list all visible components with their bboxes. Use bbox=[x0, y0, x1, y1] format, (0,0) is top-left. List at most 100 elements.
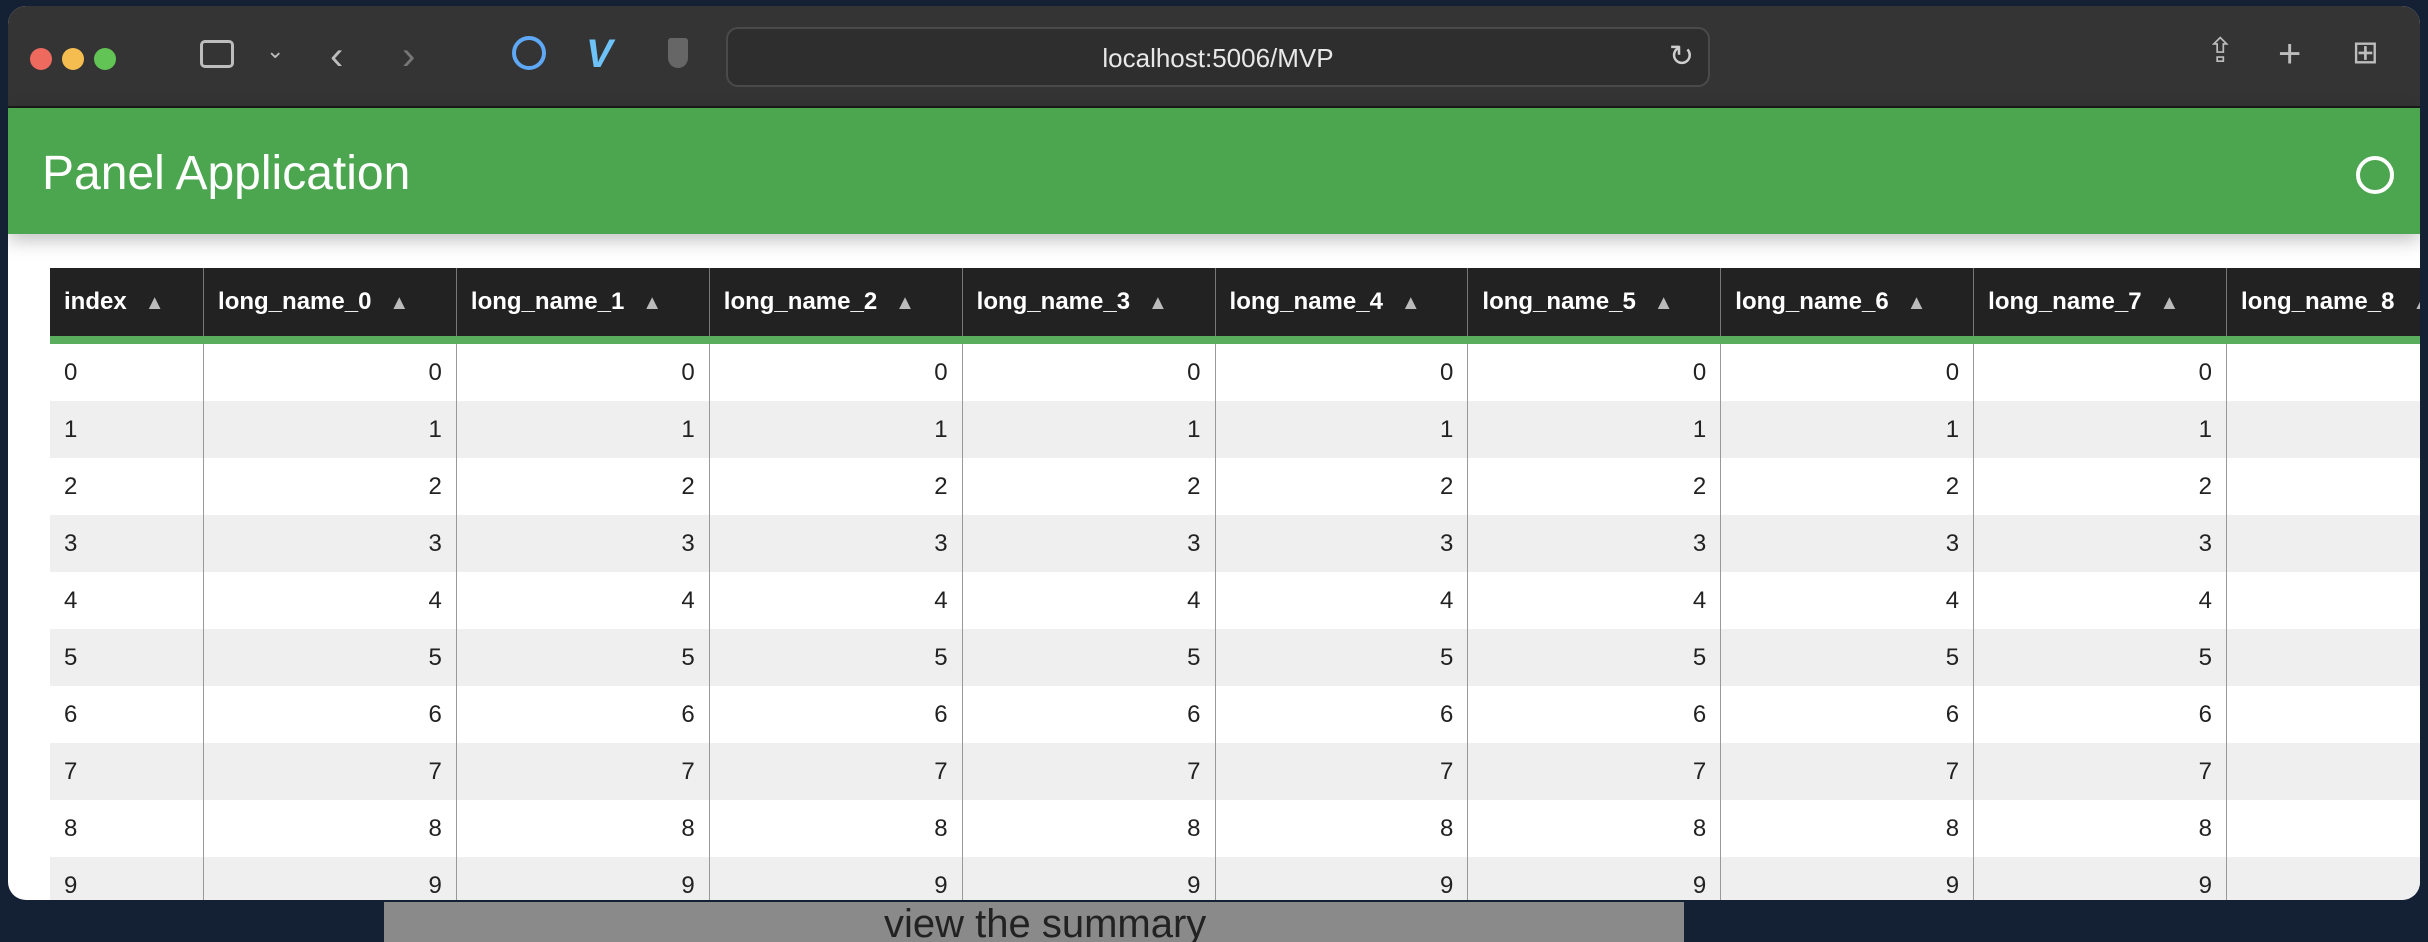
table-cell[interactable]: 3 bbox=[2226, 515, 2420, 572]
index-cell[interactable]: 7 bbox=[50, 743, 205, 800]
index-cell[interactable]: 4 bbox=[50, 572, 205, 629]
table-cell[interactable]: 4 bbox=[1467, 572, 1722, 629]
table-row[interactable]: 6666666666 bbox=[50, 686, 2420, 743]
sort-ascending-icon[interactable]: ▲ bbox=[1148, 292, 1168, 314]
sort-ascending-icon[interactable]: ▲ bbox=[2412, 292, 2420, 314]
table-cell[interactable]: 6 bbox=[1720, 686, 1975, 743]
table-cell[interactable]: 2 bbox=[709, 458, 963, 515]
table-cell[interactable]: 8 bbox=[1467, 800, 1722, 857]
table-cell[interactable]: 0 bbox=[1720, 340, 1975, 401]
table-cell[interactable]: 9 bbox=[1973, 857, 2228, 900]
table-cell[interactable]: 1 bbox=[709, 401, 963, 458]
table-cell[interactable]: 0 bbox=[203, 340, 457, 401]
table-row[interactable]: 4444444444 bbox=[50, 572, 2420, 629]
table-cell[interactable]: 5 bbox=[1215, 629, 1469, 686]
sidebar-icon[interactable] bbox=[200, 40, 234, 68]
index-cell[interactable]: 2 bbox=[50, 458, 205, 515]
table-cell[interactable]: 3 bbox=[1720, 515, 1975, 572]
table-cell[interactable]: 6 bbox=[1467, 686, 1722, 743]
table-cell[interactable]: 4 bbox=[1215, 572, 1469, 629]
table-cell[interactable]: 8 bbox=[456, 800, 710, 857]
table-cell[interactable]: 1 bbox=[1467, 401, 1722, 458]
table-cell[interactable]: 7 bbox=[203, 743, 457, 800]
table-cell[interactable]: 5 bbox=[962, 629, 1216, 686]
table-cell[interactable]: 2 bbox=[1467, 458, 1722, 515]
table-cell[interactable]: 9 bbox=[709, 857, 963, 900]
table-cell[interactable]: 2 bbox=[2226, 458, 2420, 515]
table-cell[interactable]: 9 bbox=[962, 857, 1216, 900]
table-cell[interactable]: 3 bbox=[203, 515, 457, 572]
table-cell[interactable]: 5 bbox=[456, 629, 710, 686]
table-cell[interactable]: 1 bbox=[1973, 401, 2228, 458]
table-cell[interactable]: 1 bbox=[1215, 401, 1469, 458]
column-header-index[interactable]: index ▲ bbox=[50, 268, 205, 344]
column-header-long-name-5[interactable]: long_name_5 ▲ bbox=[1467, 268, 1722, 344]
table-cell[interactable]: 8 bbox=[962, 800, 1216, 857]
table-cell[interactable]: 8 bbox=[1973, 800, 2228, 857]
table-row[interactable]: 3333333333 bbox=[50, 515, 2420, 572]
table-cell[interactable]: 9 bbox=[2226, 857, 2420, 900]
sort-ascending-icon[interactable]: ▲ bbox=[1906, 292, 1927, 314]
index-cell[interactable]: 8 bbox=[50, 800, 205, 857]
table-cell[interactable]: 7 bbox=[1467, 743, 1722, 800]
table-cell[interactable]: 6 bbox=[203, 686, 457, 743]
table-cell[interactable]: 0 bbox=[1973, 340, 2228, 401]
forward-icon[interactable]: › bbox=[402, 34, 416, 78]
column-header-long-name-6[interactable]: long_name_6 ▲ bbox=[1720, 268, 1975, 344]
back-icon[interactable]: ‹ bbox=[330, 34, 344, 78]
table-cell[interactable]: 1 bbox=[962, 401, 1216, 458]
table-cell[interactable]: 2 bbox=[1973, 458, 2228, 515]
table-cell[interactable]: 9 bbox=[1720, 857, 1975, 900]
table-row[interactable]: 0000000000 bbox=[50, 340, 2420, 401]
table-cell[interactable]: 8 bbox=[2226, 800, 2420, 857]
table-cell[interactable]: 7 bbox=[1973, 743, 2228, 800]
index-cell[interactable]: 0 bbox=[50, 340, 205, 401]
table-cell[interactable]: 9 bbox=[1215, 857, 1469, 900]
table-cell[interactable]: 6 bbox=[1973, 686, 2228, 743]
table-cell[interactable]: 5 bbox=[1467, 629, 1722, 686]
sort-ascending-icon[interactable]: ▲ bbox=[642, 292, 663, 314]
table-cell[interactable]: 6 bbox=[962, 686, 1216, 743]
password-manager-icon[interactable] bbox=[512, 36, 546, 70]
table-cell[interactable]: 4 bbox=[456, 572, 710, 629]
maximize-window-button[interactable] bbox=[94, 48, 116, 70]
address-bar[interactable]: localhost:5006/MVP ↻ bbox=[726, 27, 1710, 87]
table-cell[interactable]: 0 bbox=[2226, 340, 2420, 401]
table-cell[interactable]: 3 bbox=[709, 515, 963, 572]
table-cell[interactable]: 6 bbox=[1215, 686, 1469, 743]
sort-ascending-icon[interactable]: ▲ bbox=[2159, 292, 2180, 314]
column-header-long-name-7[interactable]: long_name_7 ▲ bbox=[1973, 268, 2228, 344]
table-cell[interactable]: 1 bbox=[456, 401, 710, 458]
table-cell[interactable]: 3 bbox=[1467, 515, 1722, 572]
chevron-down-icon[interactable]: ⌄ bbox=[266, 38, 285, 63]
table-cell[interactable]: 3 bbox=[456, 515, 710, 572]
vue-devtools-icon[interactable]: V bbox=[586, 32, 613, 76]
table-row[interactable]: 7777777777 bbox=[50, 743, 2420, 800]
sort-ascending-icon[interactable]: ▲ bbox=[895, 292, 915, 314]
privacy-shield-icon[interactable] bbox=[668, 38, 688, 68]
table-cell[interactable]: 8 bbox=[1720, 800, 1975, 857]
table-cell[interactable]: 4 bbox=[2226, 572, 2420, 629]
table-cell[interactable]: 4 bbox=[1720, 572, 1975, 629]
table-cell[interactable]: 8 bbox=[203, 800, 457, 857]
table-cell[interactable]: 0 bbox=[1215, 340, 1469, 401]
tab-overview-icon[interactable]: ⊞ bbox=[2352, 34, 2379, 70]
share-icon[interactable]: ⇪ bbox=[2206, 32, 2235, 70]
sort-ascending-icon[interactable]: ▲ bbox=[1400, 292, 1421, 314]
table-row[interactable]: 2222222222 bbox=[50, 458, 2420, 515]
table-cell[interactable]: 2 bbox=[962, 458, 1216, 515]
table-row[interactable]: 9999999999 bbox=[50, 857, 2420, 900]
table-cell[interactable]: 5 bbox=[203, 629, 457, 686]
table-cell[interactable]: 3 bbox=[1215, 515, 1469, 572]
reload-icon[interactable]: ↻ bbox=[1668, 40, 1694, 73]
table-cell[interactable]: 7 bbox=[962, 743, 1216, 800]
table-cell[interactable]: 9 bbox=[456, 857, 710, 900]
table-cell[interactable]: 9 bbox=[203, 857, 457, 900]
table-cell[interactable]: 2 bbox=[456, 458, 710, 515]
table-cell[interactable]: 4 bbox=[709, 572, 963, 629]
table-cell[interactable]: 1 bbox=[2226, 401, 2420, 458]
table-cell[interactable]: 7 bbox=[1720, 743, 1975, 800]
table-cell[interactable]: 2 bbox=[1215, 458, 1469, 515]
table-cell[interactable]: 5 bbox=[2226, 629, 2420, 686]
table-cell[interactable]: 2 bbox=[203, 458, 457, 515]
